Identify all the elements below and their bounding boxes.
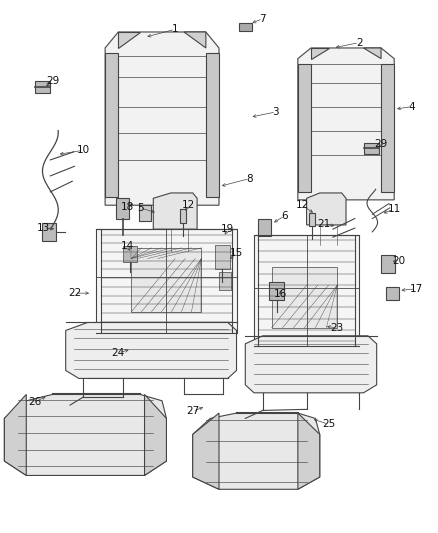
Polygon shape xyxy=(42,223,56,241)
Polygon shape xyxy=(364,48,381,59)
Text: 19: 19 xyxy=(221,224,234,234)
Polygon shape xyxy=(105,32,219,205)
Text: 29: 29 xyxy=(374,139,388,149)
Text: 12: 12 xyxy=(296,200,309,210)
Polygon shape xyxy=(298,413,320,489)
Polygon shape xyxy=(298,64,311,192)
Polygon shape xyxy=(116,198,129,219)
Polygon shape xyxy=(309,213,315,226)
Polygon shape xyxy=(145,394,166,475)
Polygon shape xyxy=(381,64,394,192)
Text: 7: 7 xyxy=(259,14,266,23)
Text: 29: 29 xyxy=(46,76,59,86)
Polygon shape xyxy=(193,413,320,489)
Polygon shape xyxy=(118,32,140,48)
Polygon shape xyxy=(66,322,237,378)
Polygon shape xyxy=(307,193,346,225)
Polygon shape xyxy=(193,413,219,489)
Polygon shape xyxy=(311,48,328,59)
Polygon shape xyxy=(272,266,337,328)
Text: 25: 25 xyxy=(322,419,335,429)
Polygon shape xyxy=(153,193,197,229)
Text: 3: 3 xyxy=(272,107,279,117)
Polygon shape xyxy=(245,336,377,393)
Text: 2: 2 xyxy=(356,38,363,47)
Polygon shape xyxy=(219,272,231,290)
Text: 26: 26 xyxy=(28,397,42,407)
Text: 13: 13 xyxy=(37,223,50,233)
Polygon shape xyxy=(131,248,201,312)
Text: 22: 22 xyxy=(68,288,81,298)
Text: 8: 8 xyxy=(246,174,253,183)
Text: 15: 15 xyxy=(230,248,243,258)
Text: 27: 27 xyxy=(186,407,199,416)
Text: 6: 6 xyxy=(281,211,288,221)
Polygon shape xyxy=(96,229,237,333)
Polygon shape xyxy=(180,209,186,223)
Polygon shape xyxy=(215,245,230,269)
Text: 16: 16 xyxy=(274,289,287,299)
Polygon shape xyxy=(139,205,151,221)
Polygon shape xyxy=(123,246,137,262)
Text: 14: 14 xyxy=(120,241,134,251)
Polygon shape xyxy=(364,143,379,154)
Polygon shape xyxy=(386,287,399,300)
Text: 5: 5 xyxy=(137,203,144,213)
Polygon shape xyxy=(239,23,252,31)
Text: 1: 1 xyxy=(172,25,179,34)
Text: 11: 11 xyxy=(388,204,401,214)
Polygon shape xyxy=(381,255,395,273)
Polygon shape xyxy=(206,53,219,197)
Text: 18: 18 xyxy=(120,202,134,212)
Polygon shape xyxy=(105,53,118,197)
Polygon shape xyxy=(269,282,284,300)
Text: 20: 20 xyxy=(392,256,405,266)
Text: 23: 23 xyxy=(331,323,344,333)
Polygon shape xyxy=(4,394,166,475)
Text: 21: 21 xyxy=(318,219,331,229)
Polygon shape xyxy=(254,235,359,346)
Polygon shape xyxy=(184,32,206,48)
Text: 12: 12 xyxy=(182,200,195,210)
Polygon shape xyxy=(298,48,394,200)
Text: 24: 24 xyxy=(112,348,125,358)
Text: 4: 4 xyxy=(408,102,415,111)
Polygon shape xyxy=(4,394,26,475)
Polygon shape xyxy=(35,81,50,93)
Polygon shape xyxy=(258,219,271,236)
Text: 17: 17 xyxy=(410,284,423,294)
Text: 10: 10 xyxy=(77,146,90,155)
